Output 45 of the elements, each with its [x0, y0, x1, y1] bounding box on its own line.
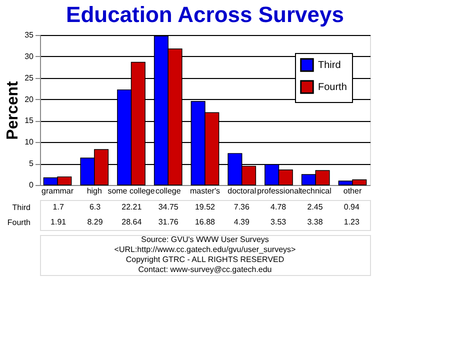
- data-label: 4.78: [270, 202, 287, 212]
- data-label: 22.21: [122, 202, 142, 212]
- y-tick-label: 35: [24, 30, 34, 40]
- chart-title: Education Across Surveys: [66, 2, 344, 27]
- data-label: 1.91: [50, 218, 67, 226]
- data-label: 6.3: [89, 202, 102, 212]
- y-tick-label: 15: [24, 116, 34, 126]
- text: Copyright GTRC - ALL RIGHTS RESERVED: [126, 255, 284, 264]
- x-tick-label: professional: [257, 186, 301, 196]
- data-label: 28.64: [122, 218, 142, 226]
- x-tick-label: some college: [108, 186, 156, 196]
- y-tick-label: 10: [24, 138, 34, 147]
- legend-label: Fourth: [318, 82, 347, 93]
- text: Fourth: [7, 218, 30, 227]
- x-tick-label: technical: [300, 186, 332, 196]
- y-axis-title: Percent: [4, 80, 22, 140]
- x-tick-label: doctoral: [228, 186, 256, 196]
- data-label: 1.23: [344, 218, 360, 226]
- data-label: 2.45: [307, 202, 324, 212]
- data-label: 7.36: [234, 202, 250, 212]
- data-label: 16.88: [194, 218, 216, 226]
- x-tick-label: master's: [190, 186, 220, 196]
- data-label: 0.94: [344, 202, 360, 212]
- y-tick-label: 20: [24, 94, 34, 104]
- data-label: 31.76: [158, 218, 179, 226]
- legend-label: Third: [318, 60, 341, 71]
- data-label: 1.7: [52, 202, 64, 212]
- text: Third: [12, 203, 30, 212]
- x-tick-label: other: [343, 186, 362, 196]
- y-tick-label: 5: [29, 159, 34, 168]
- data-label: 3.38: [307, 218, 324, 226]
- x-tick-label: high: [86, 186, 102, 196]
- data-label: 4.39: [234, 218, 250, 226]
- source-note: Source: GVU's WWW User Surveys: [141, 235, 269, 244]
- data-label: 8.29: [87, 218, 104, 226]
- y-tick-label: 30: [24, 52, 34, 61]
- text: <URL:http://www.cc.gatech.edu/gvu/user_surveys>: [114, 245, 296, 254]
- x-tick-label: college: [155, 186, 182, 196]
- y-tick-label: 25: [24, 73, 34, 82]
- data-label: 19.52: [194, 202, 216, 212]
- x-tick-label: grammar: [42, 186, 74, 196]
- text: Contact: www-survey@cc.gatech.edu: [138, 265, 272, 274]
- data-label: 34.75: [158, 202, 179, 212]
- y-tick-label: 0: [29, 180, 34, 190]
- data-label: 3.53: [270, 218, 287, 226]
